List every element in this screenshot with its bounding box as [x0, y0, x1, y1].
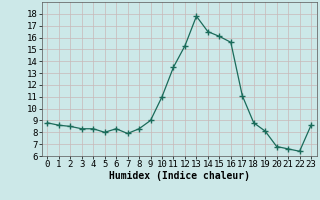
X-axis label: Humidex (Indice chaleur): Humidex (Indice chaleur) [109, 171, 250, 181]
